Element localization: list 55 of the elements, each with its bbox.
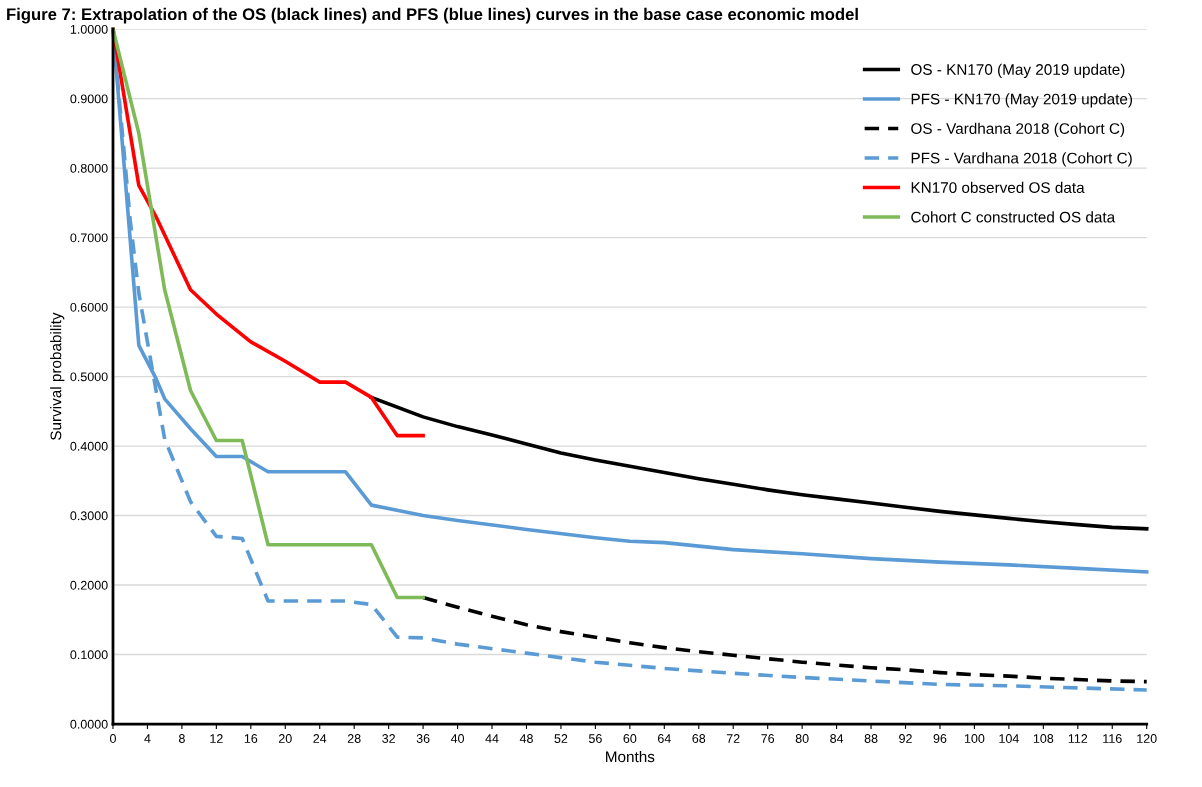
x-tick-label: 96	[933, 734, 947, 743]
x-tick-label: 20	[278, 734, 292, 743]
legend-label: OS - Vardhana 2018 (Cohort C)	[911, 122, 1125, 137]
line-series	[369, 395, 1149, 531]
legend-label: Cohort C constructed OS data	[911, 211, 1116, 223]
y-tick-label: 0.9000	[70, 94, 108, 104]
x-tick-label: 48	[519, 734, 533, 743]
x-tick-label: 64	[657, 734, 671, 743]
x-tick-label: 88	[864, 734, 878, 743]
x-tick-label: 116	[1103, 734, 1122, 743]
y-tick-label: 0.6000	[70, 302, 108, 312]
x-tick-label: 0	[110, 734, 116, 743]
legend-label: PFS - Vardhana 2018 (Cohort C)	[911, 152, 1132, 167]
x-tick-label: 104	[999, 734, 1019, 743]
x-tick-label: 40	[450, 734, 465, 743]
legend-label: OS - KN170 (May 2019 update)	[911, 63, 1125, 78]
y-tick-label: 0.1000	[70, 650, 108, 660]
y-tick-label: 0.7000	[70, 233, 108, 243]
x-tick-label: 44	[485, 734, 499, 743]
y-axis-title: Survival probability	[50, 312, 65, 440]
y-tick-label: 1.0000	[70, 24, 108, 34]
x-tick-label: 120	[1137, 734, 1157, 743]
x-tick-label: 24	[313, 734, 327, 743]
x-tick-label: 8	[178, 734, 185, 743]
x-tick-label: 112	[1068, 734, 1088, 743]
x-tick-label: 36	[416, 734, 430, 743]
y-tick-label: 0.5000	[70, 372, 108, 382]
x-tick-label: 92	[899, 734, 912, 743]
x-tick-label: 80	[795, 734, 809, 743]
y-tick-label: 0.3000	[70, 511, 108, 521]
x-tick-label: 4	[144, 734, 151, 743]
x-tick-label: 76	[761, 734, 775, 743]
chart-title: Figure 7: Extrapolation of the OS (black lines) and PFS (blue lines) curves in the base case economic model	[7, 7, 858, 24]
legend-label: PFS - KN170 (May 2019 update)	[911, 93, 1133, 108]
legend-label: KN170 observed OS data	[911, 181, 1085, 194]
y-tick-label: 0.8000	[70, 163, 108, 173]
x-tick-label: 32	[382, 734, 395, 743]
y-tick-label: 0.4000	[70, 441, 108, 451]
x-tick-label: 68	[692, 734, 706, 743]
x-tick-label: 28	[347, 734, 361, 743]
y-tick-label: 0.0000	[70, 719, 108, 729]
line-series	[111, 27, 425, 600]
x-tick-label: 72	[726, 734, 740, 743]
x-tick-label: 52	[554, 734, 568, 743]
x-tick-label: 12	[210, 734, 223, 743]
x-tick-label: 56	[588, 734, 602, 743]
x-tick-label: 84	[830, 734, 844, 743]
y-tick-label: 0.2000	[70, 580, 108, 590]
x-axis-title: Months	[606, 750, 655, 763]
x-tick-label: 108	[1033, 734, 1054, 743]
line-series	[421, 595, 1149, 684]
x-tick-label: 100	[964, 734, 985, 743]
line-series	[111, 27, 425, 438]
x-tick-label: 60	[623, 734, 637, 743]
x-tick-label: 16	[244, 734, 258, 743]
